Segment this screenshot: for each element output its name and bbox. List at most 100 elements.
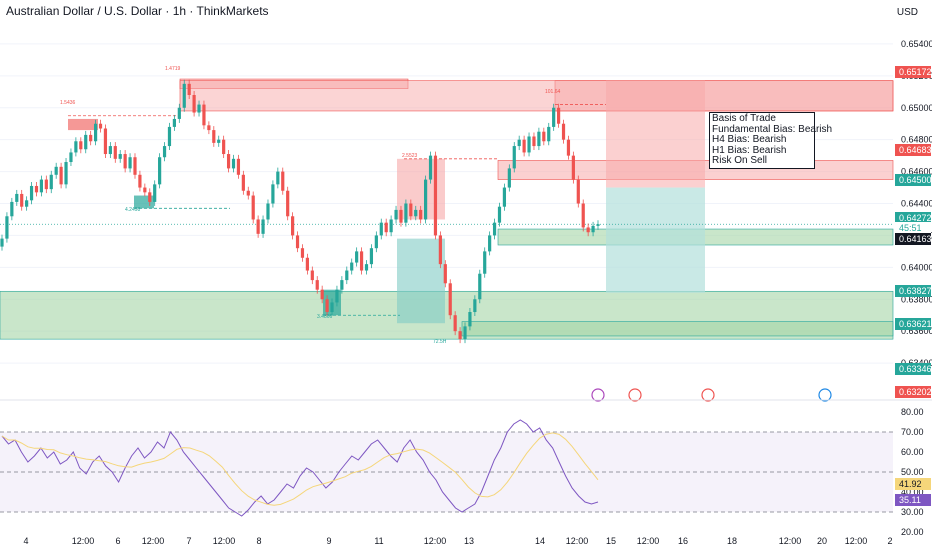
candle-body xyxy=(547,126,551,142)
candle-body xyxy=(241,174,245,191)
price-tag xyxy=(895,174,931,186)
price-tag-label: 45:51 xyxy=(899,223,922,233)
candle-body xyxy=(207,125,211,131)
time-tick-label: 12:00 xyxy=(72,536,95,546)
candle-body xyxy=(276,171,280,185)
candle-body xyxy=(261,219,265,234)
candle-body xyxy=(34,185,39,193)
candle-body xyxy=(315,280,319,290)
event-icon xyxy=(628,388,642,402)
candle-body xyxy=(483,251,487,274)
candle-body xyxy=(433,155,438,236)
candle-body xyxy=(522,139,526,153)
pivot-label: 72.5H xyxy=(433,339,447,345)
candle-body xyxy=(187,83,191,95)
candle-body xyxy=(359,251,364,271)
candle-body xyxy=(419,209,423,220)
candle-body xyxy=(172,118,176,127)
candle-body xyxy=(335,289,339,303)
candle-body xyxy=(167,126,172,147)
candle-body xyxy=(29,185,34,201)
candle-body xyxy=(389,219,393,233)
candle-body xyxy=(251,195,255,220)
pivot-label: 1.5436 xyxy=(60,100,76,106)
candle-body xyxy=(453,315,457,332)
candle-body xyxy=(162,146,167,158)
event-icon xyxy=(591,388,605,402)
note-line: Risk On Sell xyxy=(712,155,768,166)
time-tick-label: 2 xyxy=(887,536,892,546)
candle-body xyxy=(49,174,53,190)
candle-body xyxy=(414,209,418,217)
time-tick-label: 16 xyxy=(678,536,688,546)
candle-body xyxy=(20,193,24,207)
candle-body xyxy=(153,184,157,202)
candle-body xyxy=(143,187,147,193)
candle-body xyxy=(571,155,575,180)
candle-body xyxy=(330,302,334,313)
candle-body xyxy=(576,179,580,204)
time-tick-label: 12:00 xyxy=(142,536,165,546)
candle-body xyxy=(123,154,127,169)
event-icon xyxy=(701,388,715,402)
event-icon xyxy=(818,388,832,402)
price-tag xyxy=(895,233,931,245)
price-tick-label: 0.65000 xyxy=(901,103,932,113)
price-tag xyxy=(895,212,931,224)
candle-body xyxy=(463,326,467,340)
order-block xyxy=(68,118,98,131)
note-line: Fundamental Bias: Bearish xyxy=(712,123,833,135)
currency-label: USD xyxy=(896,7,918,18)
candle-body xyxy=(355,251,359,263)
price-tick-label: 0.64000 xyxy=(901,262,932,272)
price-tick-label: 0.64400 xyxy=(901,199,932,209)
price-tag-label: 0.64500 xyxy=(899,175,932,185)
price-tag-label: 0.64272 xyxy=(899,213,932,223)
candle-body xyxy=(182,83,186,108)
candle-body xyxy=(128,157,132,169)
time-tick-label: 14 xyxy=(535,536,545,546)
candle-body xyxy=(84,134,88,150)
candle-body xyxy=(305,257,309,271)
price-tick-label: 0.64800 xyxy=(901,135,932,145)
candle-body xyxy=(369,248,374,265)
candle-body xyxy=(399,209,403,223)
candle-body xyxy=(552,107,556,127)
candle-body xyxy=(581,203,585,228)
time-tick-label: 20 xyxy=(817,536,827,546)
candle-body xyxy=(409,203,413,217)
candle-body xyxy=(468,312,472,327)
time-tick-label: 8 xyxy=(256,536,261,546)
candle-body xyxy=(74,141,78,153)
rsi-tick-label: 20.00 xyxy=(901,527,924,537)
candle-body xyxy=(64,162,68,185)
candle-body xyxy=(340,280,344,290)
candle-body xyxy=(374,235,378,249)
time-tick-label: 11 xyxy=(374,536,383,546)
candle-body xyxy=(300,248,305,258)
price-tick-label: 0.63800 xyxy=(901,294,932,304)
candle-body xyxy=(10,201,14,217)
candle-body xyxy=(113,146,117,159)
candle-body xyxy=(118,154,122,159)
note-line: Basis of Trade xyxy=(712,113,776,124)
candle-body xyxy=(59,166,63,185)
candle-body xyxy=(39,179,44,193)
price-tag xyxy=(895,363,931,375)
candle-body xyxy=(586,227,590,233)
rsi-tick-label: 30.00 xyxy=(901,507,924,517)
demand-zone xyxy=(461,321,894,337)
candle-body xyxy=(542,131,546,142)
rsi-tick-label: 40.00 xyxy=(901,487,924,497)
candle-body xyxy=(271,184,275,204)
candle-body xyxy=(103,128,108,155)
candle-body xyxy=(478,273,482,300)
candle-body xyxy=(379,222,383,236)
price-tag-label: 0.64683 xyxy=(899,145,932,155)
price-tag xyxy=(895,285,931,297)
rsi-tick-label: 50.00 xyxy=(901,467,924,477)
time-tick-label: 4 xyxy=(23,536,28,546)
candle-body xyxy=(443,264,447,284)
price-tag xyxy=(895,144,931,156)
